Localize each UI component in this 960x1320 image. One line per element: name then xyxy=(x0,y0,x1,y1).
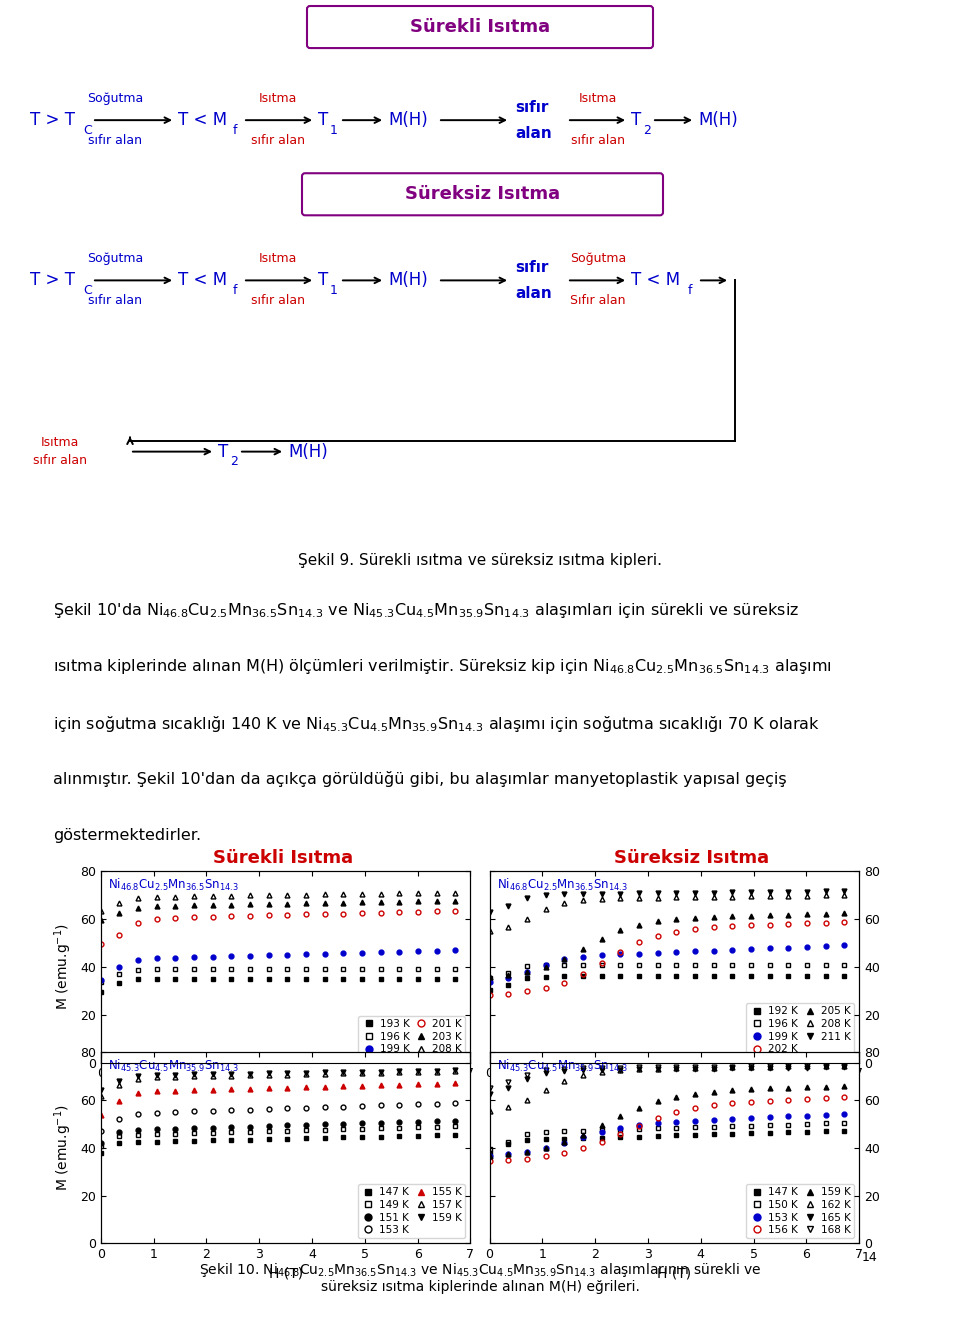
Text: Süreksiz Isıtma: Süreksiz Isıtma xyxy=(613,849,769,867)
Legend: 192 K, 196 K, 199 K, 202 K, 205 K, 208 K, 211 K: 192 K, 196 K, 199 K, 202 K, 205 K, 208 K… xyxy=(746,1003,854,1057)
Text: T: T xyxy=(318,111,328,129)
Text: Şekil 10'da Ni$_{46.8}$Cu$_{2.5}$Mn$_{36.5}$Sn$_{14.3}$ ve Ni$_{45.3}$Cu$_{4.5}$: Şekil 10'da Ni$_{46.8}$Cu$_{2.5}$Mn$_{36… xyxy=(53,601,799,619)
Text: T < M: T < M xyxy=(178,111,228,129)
Text: 1: 1 xyxy=(330,124,338,137)
Text: Ni$_{46.8}$Cu$_{2.5}$Mn$_{36.5}$Sn$_{14.3}$: Ni$_{46.8}$Cu$_{2.5}$Mn$_{36.5}$Sn$_{14.… xyxy=(108,876,239,894)
Text: alınmıştır. Şekil 10'dan da açıkça görüldüğü gibi, bu alaşımlar manyetoplastik y: alınmıştır. Şekil 10'dan da açıkça görül… xyxy=(53,771,786,787)
Text: f: f xyxy=(688,284,692,297)
Text: 1: 1 xyxy=(330,284,338,297)
Text: Ni$_{45.3}$Cu$_{4.5}$Mn$_{35.9}$Sn$_{14.3}$: Ni$_{45.3}$Cu$_{4.5}$Mn$_{35.9}$Sn$_{14.… xyxy=(497,1057,628,1074)
X-axis label: H (T): H (T) xyxy=(269,1267,302,1280)
Text: f: f xyxy=(233,284,237,297)
Y-axis label: M (emu.g$^{-1}$): M (emu.g$^{-1}$) xyxy=(53,1105,74,1191)
Text: M(H): M(H) xyxy=(388,111,428,129)
Y-axis label: M (emu.g$^{-1}$): M (emu.g$^{-1}$) xyxy=(53,924,74,1010)
Text: f: f xyxy=(233,124,237,137)
Text: sıfır: sıfır xyxy=(515,99,548,115)
Text: Süreksiz Isıtma: Süreksiz Isıtma xyxy=(405,185,560,203)
Text: göstermektedirler.: göstermektedirler. xyxy=(53,828,201,842)
Text: Sürekli Isıtma: Sürekli Isıtma xyxy=(213,849,353,867)
Text: M(H): M(H) xyxy=(698,111,737,129)
Text: 2: 2 xyxy=(643,124,651,137)
Text: Isıtma: Isıtma xyxy=(41,436,79,449)
Text: için soğutma sıcaklığı 140 K ve Ni$_{45.3}$Cu$_{4.5}$Mn$_{35.9}$Sn$_{14.3}$ alaş: için soğutma sıcaklığı 140 K ve Ni$_{45.… xyxy=(53,714,820,734)
Text: sıfır alan: sıfır alan xyxy=(33,454,87,467)
Text: Isıtma: Isıtma xyxy=(259,91,298,104)
Text: M(H): M(H) xyxy=(288,442,327,461)
Text: sıfır alan: sıfır alan xyxy=(571,133,625,147)
Text: sıfır alan: sıfır alan xyxy=(88,133,142,147)
Legend: 147 K, 150 K, 153 K, 156 K, 159 K, 162 K, 165 K, 168 K: 147 K, 150 K, 153 K, 156 K, 159 K, 162 K… xyxy=(746,1184,854,1238)
Text: Sürekli Isıtma: Sürekli Isıtma xyxy=(410,18,550,36)
Text: Soğutma: Soğutma xyxy=(86,91,143,104)
Text: T > T: T > T xyxy=(30,111,75,129)
Text: ısıtma kiplerinde alınan M(H) ölçümleri verilmiştir. Süreksiz kip için Ni$_{46.8: ısıtma kiplerinde alınan M(H) ölçümleri … xyxy=(53,657,831,676)
Text: sıfır alan: sıfır alan xyxy=(251,294,305,308)
Text: Sıfır alan: Sıfır alan xyxy=(570,294,626,308)
Text: Ni$_{46.8}$Cu$_{2.5}$Mn$_{36.5}$Sn$_{14.3}$: Ni$_{46.8}$Cu$_{2.5}$Mn$_{36.5}$Sn$_{14.… xyxy=(497,876,628,894)
Text: C: C xyxy=(83,284,92,297)
Text: Isıtma: Isıtma xyxy=(579,91,617,104)
X-axis label: H (T): H (T) xyxy=(658,1267,691,1280)
Text: süreksiz ısıtma kiplerinde alınan M(H) eğrileri.: süreksiz ısıtma kiplerinde alınan M(H) e… xyxy=(321,1280,639,1294)
Text: T < M: T < M xyxy=(631,272,680,289)
Legend: 147 K, 149 K, 151 K, 153 K, 155 K, 157 K, 159 K: 147 K, 149 K, 151 K, 153 K, 155 K, 157 K… xyxy=(357,1184,466,1238)
Text: alan: alan xyxy=(515,286,552,301)
FancyBboxPatch shape xyxy=(307,7,653,48)
Text: alan: alan xyxy=(515,125,552,141)
Text: T < M: T < M xyxy=(178,272,228,289)
Text: Soğutma: Soğutma xyxy=(86,252,143,265)
Text: Şekil 9. Sürekli ısıtma ve süreksiz ısıtma kipleri.: Şekil 9. Sürekli ısıtma ve süreksiz ısıt… xyxy=(298,553,662,569)
Text: C: C xyxy=(83,124,92,137)
Text: Şekil 10. Ni$_{46.8}$Cu$_{2.5}$Mn$_{36.5}$Sn$_{14.3}$ ve Ni$_{45.3}$Cu$_{4.5}$Mn: Şekil 10. Ni$_{46.8}$Cu$_{2.5}$Mn$_{36.5… xyxy=(199,1261,761,1279)
Text: sıfır alan: sıfır alan xyxy=(251,133,305,147)
Text: T > T: T > T xyxy=(30,272,75,289)
Text: Soğutma: Soğutma xyxy=(570,252,626,265)
Text: T: T xyxy=(218,442,228,461)
Text: M(H): M(H) xyxy=(388,272,428,289)
Text: Ni$_{45.3}$Cu$_{4.5}$Mn$_{35.9}$Sn$_{14.3}$: Ni$_{45.3}$Cu$_{4.5}$Mn$_{35.9}$Sn$_{14.… xyxy=(108,1057,239,1074)
Text: 14: 14 xyxy=(862,1251,877,1265)
Text: sıfır: sıfır xyxy=(515,260,548,275)
FancyBboxPatch shape xyxy=(302,173,663,215)
Legend: 193 K, 196 K, 199 K, 201 K, 203 K, 208 K: 193 K, 196 K, 199 K, 201 K, 203 K, 208 K xyxy=(358,1016,466,1057)
Text: 2: 2 xyxy=(230,455,238,469)
Text: sıfır alan: sıfır alan xyxy=(88,294,142,308)
Text: Isıtma: Isıtma xyxy=(259,252,298,265)
Text: T: T xyxy=(631,111,641,129)
Text: T: T xyxy=(318,272,328,289)
